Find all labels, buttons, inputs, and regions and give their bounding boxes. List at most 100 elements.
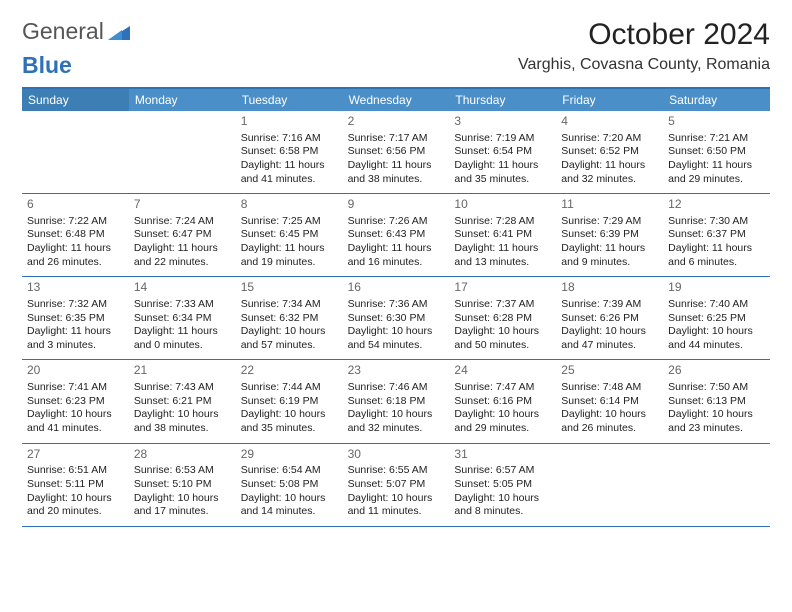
daylight-text: Daylight: 10 hours and 47 minutes.	[561, 325, 658, 352]
sunrise-text: Sunrise: 7:36 AM	[348, 298, 445, 312]
sunset-text: Sunset: 6:26 PM	[561, 312, 658, 326]
calendar-cell: 2Sunrise: 7:17 AMSunset: 6:56 PMDaylight…	[343, 111, 450, 194]
sunset-text: Sunset: 6:34 PM	[134, 312, 231, 326]
sunset-text: Sunset: 6:16 PM	[454, 395, 551, 409]
sunset-text: Sunset: 5:05 PM	[454, 478, 551, 492]
calendar-cell-empty	[663, 444, 770, 527]
daylight-text: Daylight: 11 hours and 22 minutes.	[134, 242, 231, 269]
sunrise-text: Sunrise: 7:50 AM	[668, 381, 765, 395]
daylight-text: Daylight: 10 hours and 50 minutes.	[454, 325, 551, 352]
daylight-text: Daylight: 10 hours and 29 minutes.	[454, 408, 551, 435]
daylight-text: Daylight: 11 hours and 9 minutes.	[561, 242, 658, 269]
daylight-text: Daylight: 11 hours and 16 minutes.	[348, 242, 445, 269]
calendar-cell: 26 Sunrise: 7:50 AMSunset: 6:13 PMDayligh…	[663, 360, 770, 443]
sunrise-text: Sunrise: 6:55 AM	[348, 464, 445, 478]
day-header: Monday	[129, 89, 236, 111]
sunset-text: Sunset: 6:21 PM	[134, 395, 231, 409]
daylight-text: Daylight: 10 hours and 44 minutes.	[668, 325, 765, 352]
day-number: 15	[241, 280, 338, 296]
sunset-text: Sunset: 6:37 PM	[668, 228, 765, 242]
day-number: 18	[561, 280, 658, 296]
sunrise-text: Sunrise: 7:39 AM	[561, 298, 658, 312]
calendar-cell: 25Sunrise: 7:48 AMSunset: 6:14 PMDayligh…	[556, 360, 663, 443]
calendar-cell: 8Sunrise: 7:25 AMSunset: 6:45 PMDaylight…	[236, 194, 343, 277]
sunset-text: Sunset: 6:19 PM	[241, 395, 338, 409]
daylight-text: Daylight: 10 hours and 11 minutes.	[348, 492, 445, 519]
daylight-text: Daylight: 10 hours and 38 minutes.	[134, 408, 231, 435]
day-number: 10	[454, 197, 551, 213]
sunset-text: Sunset: 6:32 PM	[241, 312, 338, 326]
calendar-cell: 20Sunrise: 7:41 AMSunset: 6:23 PMDayligh…	[22, 360, 129, 443]
daylight-text: Daylight: 11 hours and 6 minutes.	[668, 242, 765, 269]
sunrise-text: Sunrise: 6:57 AM	[454, 464, 551, 478]
logo-triangle-icon	[108, 24, 130, 40]
day-number: 29	[241, 447, 338, 463]
sunset-text: Sunset: 6:18 PM	[348, 395, 445, 409]
daylight-text: Daylight: 10 hours and 23 minutes.	[668, 408, 765, 435]
calendar-cell: 31Sunrise: 6:57 AMSunset: 5:05 PMDayligh…	[449, 444, 556, 527]
day-number: 27	[27, 447, 124, 463]
sunset-text: Sunset: 6:28 PM	[454, 312, 551, 326]
calendar-cell: 12Sunrise: 7:30 AMSunset: 6:37 PMDayligh…	[663, 194, 770, 277]
day-number: 16	[348, 280, 445, 296]
calendar-cell: 9Sunrise: 7:26 AMSunset: 6:43 PMDaylight…	[343, 194, 450, 277]
sunrise-text: Sunrise: 7:48 AM	[561, 381, 658, 395]
sunrise-text: Sunrise: 7:41 AM	[27, 381, 124, 395]
day-number: 9	[348, 197, 445, 213]
day-number: 19	[668, 280, 765, 296]
sunrise-text: Sunrise: 7:44 AM	[241, 381, 338, 395]
sunset-text: Sunset: 6:23 PM	[27, 395, 124, 409]
sunset-text: Sunset: 6:54 PM	[454, 145, 551, 159]
sunrise-text: Sunrise: 7:24 AM	[134, 215, 231, 229]
day-number: 17	[454, 280, 551, 296]
calendar-cell: 14Sunrise: 7:33 AMSunset: 6:34 PMDayligh…	[129, 277, 236, 360]
calendar-cell: 29Sunrise: 6:54 AMSunset: 5:08 PMDayligh…	[236, 444, 343, 527]
sunrise-text: Sunrise: 7:20 AM	[561, 132, 658, 146]
day-header: Tuesday	[236, 89, 343, 111]
day-header: Friday	[556, 89, 663, 111]
day-number: 8	[241, 197, 338, 213]
calendar-cell: 24Sunrise: 7:47 AMSunset: 6:16 PMDayligh…	[449, 360, 556, 443]
sunrise-text: Sunrise: 7:16 AM	[241, 132, 338, 146]
logo-text-general: General	[22, 18, 104, 45]
calendar-cell: 6Sunrise: 7:22 AMSunset: 6:48 PMDaylight…	[22, 194, 129, 277]
calendar-cell: 17 Sunrise: 7:37 AMSunset: 6:28 PMDayligh…	[449, 277, 556, 360]
sunrise-text: Sunrise: 7:40 AM	[668, 298, 765, 312]
calendar-cell: 1Sunrise: 7:16 AMSunset: 6:58 PMDaylight…	[236, 111, 343, 194]
day-number: 11	[561, 197, 658, 213]
day-number: 7	[134, 197, 231, 213]
sunrise-text: Sunrise: 7:32 AM	[27, 298, 124, 312]
daylight-text: Daylight: 11 hours and 3 minutes.	[27, 325, 124, 352]
logo: General	[22, 18, 130, 45]
sunset-text: Sunset: 5:11 PM	[27, 478, 124, 492]
day-number: 1	[241, 114, 338, 130]
day-number: 12	[668, 197, 765, 213]
calendar-cell: 28Sunrise: 6:53 AMSunset: 5:10 PMDayligh…	[129, 444, 236, 527]
sunset-text: Sunset: 6:13 PM	[668, 395, 765, 409]
calendar-cell: 11Sunrise: 7:29 AMSunset: 6:39 PMDayligh…	[556, 194, 663, 277]
sunset-text: Sunset: 5:10 PM	[134, 478, 231, 492]
calendar-cell: 13Sunrise: 7:32 AMSunset: 6:35 PMDayligh…	[22, 277, 129, 360]
sunset-text: Sunset: 6:50 PM	[668, 145, 765, 159]
daylight-text: Daylight: 11 hours and 41 minutes.	[241, 159, 338, 186]
day-number: 24	[454, 363, 551, 379]
calendar-cell: 27Sunrise: 6:51 AMSunset: 5:11 PMDayligh…	[22, 444, 129, 527]
day-number: 6	[27, 197, 124, 213]
calendar-cell: 16Sunrise: 7:36 AMSunset: 6:30 PMDayligh…	[343, 277, 450, 360]
calendar-cell: 23Sunrise: 7:46 AMSunset: 6:18 PMDayligh…	[343, 360, 450, 443]
day-number: 28	[134, 447, 231, 463]
sunset-text: Sunset: 6:30 PM	[348, 312, 445, 326]
day-number: 22	[241, 363, 338, 379]
sunrise-text: Sunrise: 7:37 AM	[454, 298, 551, 312]
calendar-cell: 30Sunrise: 6:55 AMSunset: 5:07 PMDayligh…	[343, 444, 450, 527]
day-number: 20	[27, 363, 124, 379]
sunrise-text: Sunrise: 6:51 AM	[27, 464, 124, 478]
sunrise-text: Sunrise: 7:25 AM	[241, 215, 338, 229]
daylight-text: Daylight: 10 hours and 17 minutes.	[134, 492, 231, 519]
sunrise-text: Sunrise: 7:19 AM	[454, 132, 551, 146]
calendar-cell: 4Sunrise: 7:20 AMSunset: 6:52 PMDaylight…	[556, 111, 663, 194]
day-number: 26	[668, 363, 765, 379]
calendar-cell: 10Sunrise: 7:28 AMSunset: 6:41 PMDayligh…	[449, 194, 556, 277]
sunrise-text: Sunrise: 7:33 AM	[134, 298, 231, 312]
sunset-text: Sunset: 6:25 PM	[668, 312, 765, 326]
